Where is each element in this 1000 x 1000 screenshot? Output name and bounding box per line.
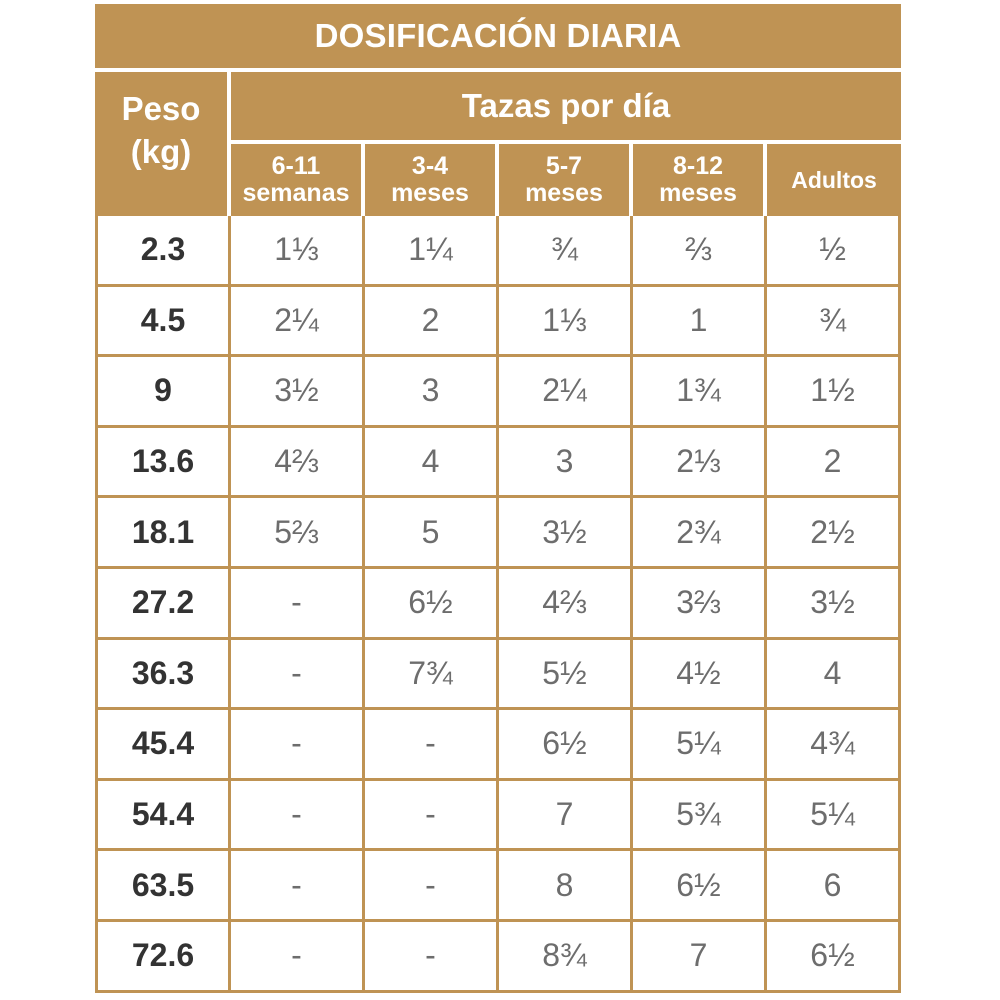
value-cell: 3⅔ [633, 568, 767, 640]
peso-cell: 36.3 [95, 639, 231, 711]
value-cell: 7 [633, 921, 767, 993]
value-cell: 7¾ [365, 639, 499, 711]
table-row: 72.6 - - 8¾ 7 6½ [95, 921, 902, 993]
value-cell: 2⅓ [633, 427, 767, 499]
value-cell: 4 [767, 639, 902, 711]
peso-cell: 9 [95, 357, 231, 428]
column-header-line: Adultos [791, 166, 877, 193]
value-cell: 4¾ [767, 710, 902, 781]
column-header-line: 3-4 [411, 152, 449, 180]
value-cell: - [365, 851, 499, 922]
value-cell: - [365, 780, 499, 852]
peso-header-line1: Peso [121, 90, 201, 127]
value-cell: 3 [365, 357, 499, 428]
table-row: 9 3½ 3 2¼ 1¾ 1½ [95, 357, 902, 428]
column-header-5-7-meses: 5-7 meses [499, 144, 633, 216]
value-cell: - [231, 710, 365, 781]
value-cell: 2¼ [499, 357, 633, 428]
value-cell: 1¼ [365, 216, 499, 287]
column-header-line: 6-11 [271, 152, 321, 180]
value-cell: 8 [499, 851, 633, 922]
peso-cell: 4.5 [95, 286, 231, 358]
value-cell: ¾ [499, 216, 633, 287]
table-row: 27.2 - 6½ 4⅔ 3⅔ 3½ [95, 568, 902, 640]
dosage-table: DOSIFICACIÓN DIARIA Peso (kg) Tazas por … [95, 4, 902, 993]
value-cell: 5¼ [767, 780, 902, 852]
value-cell: 3½ [767, 568, 902, 640]
value-cell: - [231, 921, 365, 993]
value-cell: 1⅓ [231, 216, 365, 287]
value-cell: - [365, 921, 499, 993]
value-cell: 7 [499, 780, 633, 852]
value-cell: 5¼ [633, 710, 767, 781]
value-cell: ⅔ [633, 216, 767, 287]
peso-cell: 45.4 [95, 710, 231, 781]
value-cell: ½ [767, 216, 902, 287]
table-row: 63.5 - - 8 6½ 6 [95, 851, 902, 922]
value-cell: - [231, 851, 365, 922]
value-cell: 5⅔ [231, 498, 365, 569]
peso-header-line2: (kg) [130, 133, 192, 170]
table-row: 18.1 5⅔ 5 3½ 2¾ 2½ [95, 498, 902, 569]
column-header-line: 5-7 [545, 152, 583, 180]
column-header-3-4-meses: 3-4 meses [365, 144, 499, 216]
column-header-line: meses [659, 179, 737, 207]
table-row: 4.5 2¼ 2 1⅓ 1 ¾ [95, 286, 902, 358]
peso-cell: 72.6 [95, 921, 231, 993]
value-cell: 5 [365, 498, 499, 569]
value-cell: 3 [499, 427, 633, 499]
value-cell: 2 [767, 427, 902, 499]
value-cell: 6½ [365, 568, 499, 640]
column-header-line: 8-12 [672, 152, 724, 180]
peso-cell: 54.4 [95, 780, 231, 852]
dosage-table-container: DOSIFICACIÓN DIARIA Peso (kg) Tazas por … [95, 4, 902, 993]
value-cell: - [231, 568, 365, 640]
column-header-line: meses [391, 179, 469, 207]
column-header-line: semanas [242, 179, 350, 207]
value-cell: 1½ [767, 357, 902, 428]
value-cell: ¾ [767, 286, 902, 358]
value-cell: 4⅔ [231, 427, 365, 499]
value-cell: 8¾ [499, 921, 633, 993]
column-header-adultos: Adultos [767, 144, 902, 216]
table-body: 2.3 1⅓ 1¼ ¾ ⅔ ½ 4.5 2¼ 2 1⅓ 1 ¾ 9 3½ 3 2… [95, 216, 902, 993]
value-cell: 6½ [633, 851, 767, 922]
value-cell: 5½ [499, 639, 633, 711]
table-row: 36.3 - 7¾ 5½ 4½ 4 [95, 639, 902, 711]
value-cell: 3½ [231, 357, 365, 428]
value-cell: 2½ [767, 498, 902, 569]
table-row: 54.4 - - 7 5¾ 5¼ [95, 780, 902, 852]
value-cell: 6½ [499, 710, 633, 781]
value-cell: 2 [365, 286, 499, 358]
table-row: 45.4 - - 6½ 5¼ 4¾ [95, 710, 902, 781]
value-cell: - [231, 639, 365, 711]
value-cell: - [231, 780, 365, 852]
value-cell: - [365, 710, 499, 781]
table-row: 13.6 4⅔ 4 3 2⅓ 2 [95, 427, 902, 499]
value-cell: 1 [633, 286, 767, 358]
value-cell: 2¾ [633, 498, 767, 569]
value-cell: 4⅔ [499, 568, 633, 640]
value-cell: 2¼ [231, 286, 365, 358]
table-title: DOSIFICACIÓN DIARIA [95, 4, 902, 72]
peso-header: Peso (kg) [95, 72, 231, 216]
value-cell: 3½ [499, 498, 633, 569]
value-cell: 5¾ [633, 780, 767, 852]
value-cell: 6½ [767, 921, 902, 993]
peso-cell: 63.5 [95, 851, 231, 922]
value-cell: 6 [767, 851, 902, 922]
value-cell: 1¾ [633, 357, 767, 428]
column-header-6-11-semanas: 6-11 semanas [231, 144, 365, 216]
tazas-header: Tazas por día [231, 72, 902, 144]
value-cell: 4 [365, 427, 499, 499]
column-header-line: meses [525, 179, 603, 207]
peso-cell: 27.2 [95, 568, 231, 640]
column-header-8-12-meses: 8-12 meses [633, 144, 767, 216]
peso-cell: 2.3 [95, 216, 231, 287]
value-cell: 4½ [633, 639, 767, 711]
value-cell: 1⅓ [499, 286, 633, 358]
peso-cell: 18.1 [95, 498, 231, 569]
peso-cell: 13.6 [95, 427, 231, 499]
table-row: 2.3 1⅓ 1¼ ¾ ⅔ ½ [95, 216, 902, 287]
